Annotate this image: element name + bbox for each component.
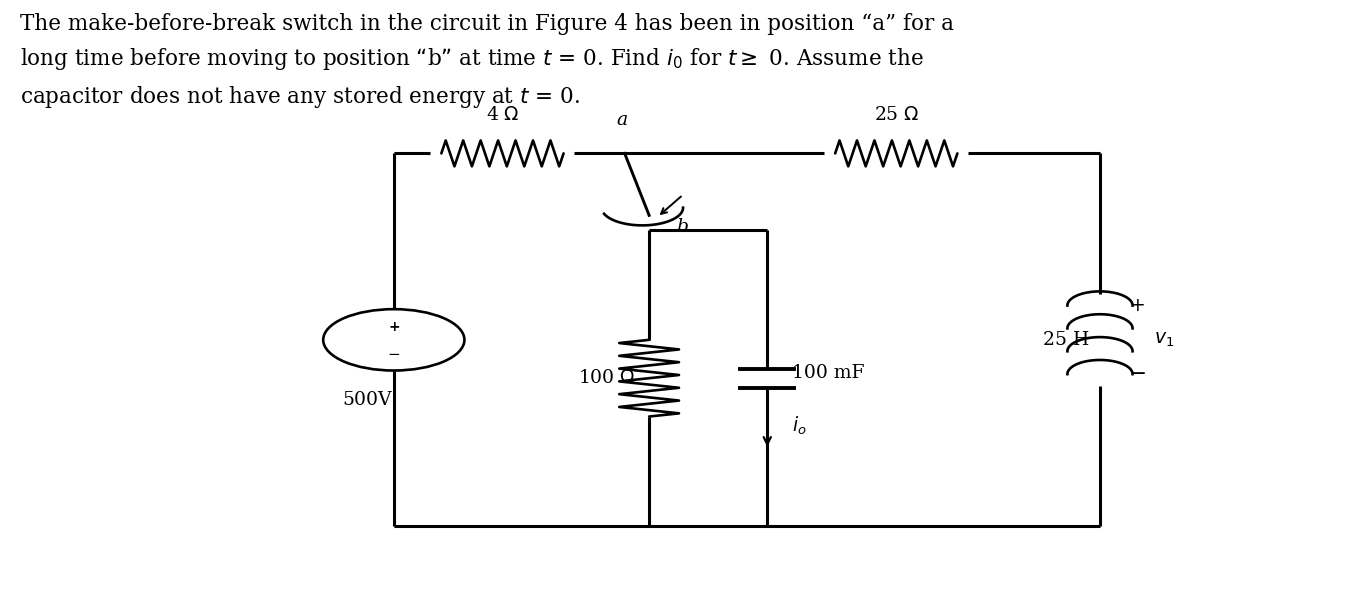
Text: $i_o$: $i_o$ [792, 415, 807, 437]
Text: The make-before-break switch in the circuit in Figure 4 has been in position “a”: The make-before-break switch in the circ… [20, 13, 955, 110]
Text: b: b [676, 218, 689, 236]
Text: 25 $\Omega$: 25 $\Omega$ [873, 106, 919, 124]
Text: +: + [1130, 296, 1146, 316]
Text: 100 mF: 100 mF [792, 365, 864, 382]
Text: −: − [1128, 364, 1148, 384]
Text: −: − [387, 347, 401, 362]
Text: $v_1$: $v_1$ [1154, 330, 1175, 349]
Text: a: a [617, 110, 627, 129]
Text: 500V: 500V [342, 391, 391, 409]
Text: 100 $\Omega$: 100 $\Omega$ [579, 369, 636, 387]
Text: +: + [388, 320, 399, 334]
Text: 4 $\Omega$: 4 $\Omega$ [486, 106, 519, 124]
Text: 25 H: 25 H [1043, 331, 1089, 349]
